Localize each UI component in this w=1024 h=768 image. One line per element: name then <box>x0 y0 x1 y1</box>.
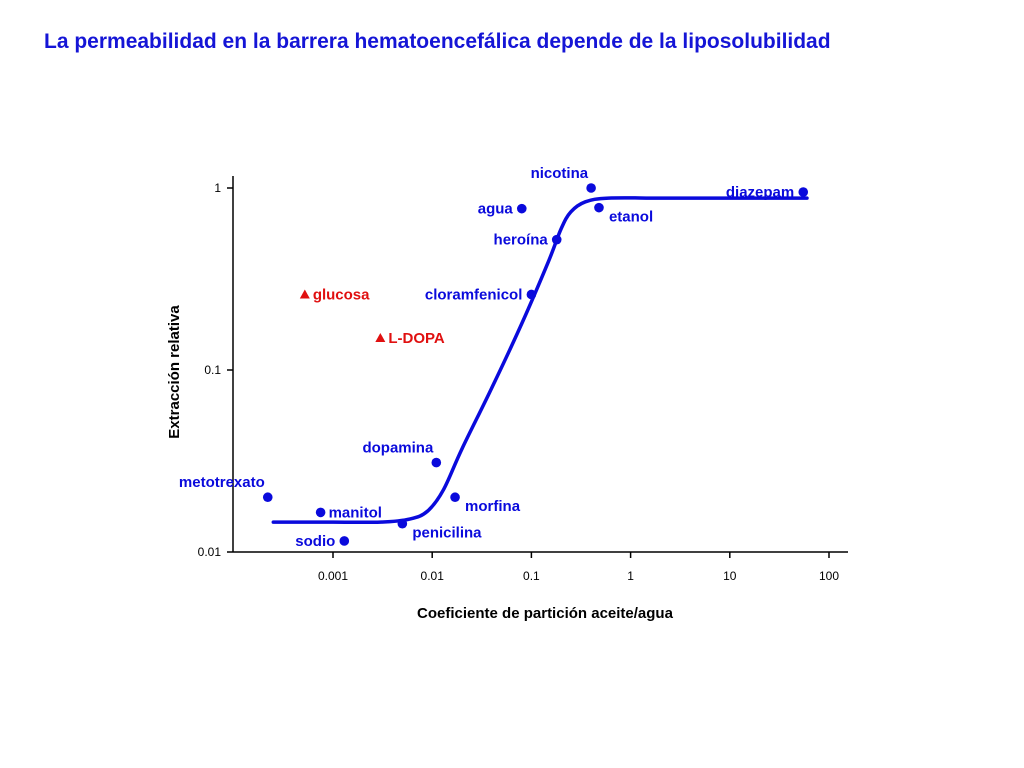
point-label-diazepam: diazepam <box>726 184 794 201</box>
point-penicilina <box>397 518 408 529</box>
point-glucosa <box>299 289 310 299</box>
x-tick-label: 0.001 <box>318 569 348 583</box>
page-title: La permeabilidad en la barrera hematoenc… <box>44 30 831 53</box>
point-cloramfenicol <box>526 289 537 300</box>
x-tick-label: 10 <box>723 569 737 583</box>
point-label-glucosa: glucosa <box>313 286 370 303</box>
x-tick-label: 100 <box>819 569 839 583</box>
point-label-sodio: sodio <box>295 533 335 550</box>
x-tick-label: 0.1 <box>523 569 540 583</box>
point-heroina <box>551 234 562 245</box>
x-axis-title: Coeficiente de partición aceite/agua <box>417 605 674 622</box>
point-diazepam <box>798 187 809 197</box>
point-label-morfina: morfina <box>465 498 521 515</box>
point-label-etanol: etanol <box>609 209 653 226</box>
y-tick-label: 1 <box>214 181 221 195</box>
point-manitol <box>315 507 326 518</box>
point-sodio <box>339 536 350 546</box>
y-axis-title: Extracción relativa <box>166 305 183 439</box>
x-tick-label: 0.01 <box>421 569 445 583</box>
point-label-penicilina: penicilina <box>412 525 482 542</box>
point-agua <box>516 203 527 214</box>
point-label-agua: agua <box>478 201 514 218</box>
y-tick-label: 0.1 <box>204 363 221 377</box>
point-label-metotrexato: metotrexato <box>179 474 265 491</box>
point-label-manitol: manitol <box>329 504 382 521</box>
point-nicotina <box>586 183 596 193</box>
fit-curve-layer <box>271 196 809 525</box>
chart-axes: 0.001 0.01 0.1 1 10 100 0.01 0.1 1 <box>198 176 848 583</box>
x-tick-label: 1 <box>627 569 634 583</box>
point-morfina <box>450 492 460 503</box>
point-label-l-dopa: L-DOPA <box>388 330 445 347</box>
data-points-layer: nicotina diazepam agua etanol heroína cloramf… <box>179 165 809 550</box>
point-l-dopa <box>375 332 386 342</box>
point-label-heroina: heroína <box>494 232 549 249</box>
point-etanol <box>594 202 604 213</box>
point-dopamina <box>431 457 442 468</box>
point-label-cloramfenicol: cloramfenicol <box>425 286 523 303</box>
point-label-dopamina: dopamina <box>362 440 433 457</box>
y-tick-label: 0.01 <box>198 545 222 559</box>
point-label-nicotina: nicotina <box>531 165 589 182</box>
fit-curve <box>271 196 809 525</box>
point-metotrexato <box>262 492 273 503</box>
